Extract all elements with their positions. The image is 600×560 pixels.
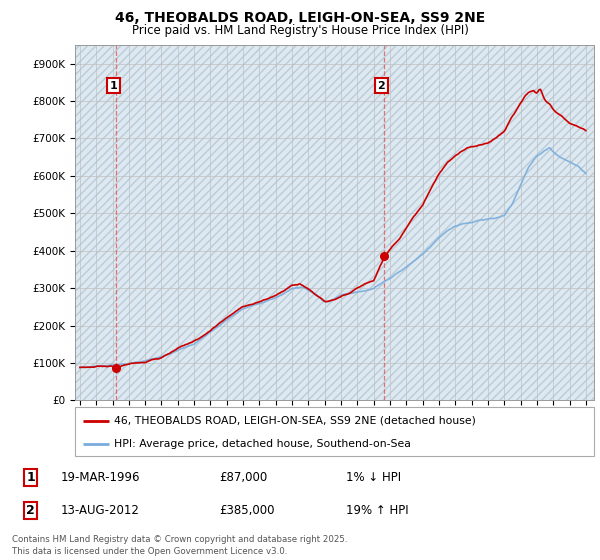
Text: 19-MAR-1996: 19-MAR-1996 (61, 471, 140, 484)
Text: £385,000: £385,000 (220, 504, 275, 517)
Text: 13-AUG-2012: 13-AUG-2012 (61, 504, 140, 517)
Text: £87,000: £87,000 (220, 471, 268, 484)
Text: 46, THEOBALDS ROAD, LEIGH-ON-SEA, SS9 2NE: 46, THEOBALDS ROAD, LEIGH-ON-SEA, SS9 2N… (115, 11, 485, 25)
Text: 1: 1 (26, 471, 35, 484)
Text: HPI: Average price, detached house, Southend-on-Sea: HPI: Average price, detached house, Sout… (114, 439, 411, 449)
Text: Price paid vs. HM Land Registry's House Price Index (HPI): Price paid vs. HM Land Registry's House … (131, 24, 469, 36)
Text: 2: 2 (377, 81, 385, 91)
Text: Contains HM Land Registry data © Crown copyright and database right 2025.
This d: Contains HM Land Registry data © Crown c… (12, 535, 347, 556)
Text: 1: 1 (110, 81, 118, 91)
Text: 19% ↑ HPI: 19% ↑ HPI (346, 504, 409, 517)
Text: 1% ↓ HPI: 1% ↓ HPI (346, 471, 401, 484)
FancyBboxPatch shape (75, 407, 594, 456)
Text: 2: 2 (26, 504, 35, 517)
Text: 46, THEOBALDS ROAD, LEIGH-ON-SEA, SS9 2NE (detached house): 46, THEOBALDS ROAD, LEIGH-ON-SEA, SS9 2N… (114, 416, 476, 426)
